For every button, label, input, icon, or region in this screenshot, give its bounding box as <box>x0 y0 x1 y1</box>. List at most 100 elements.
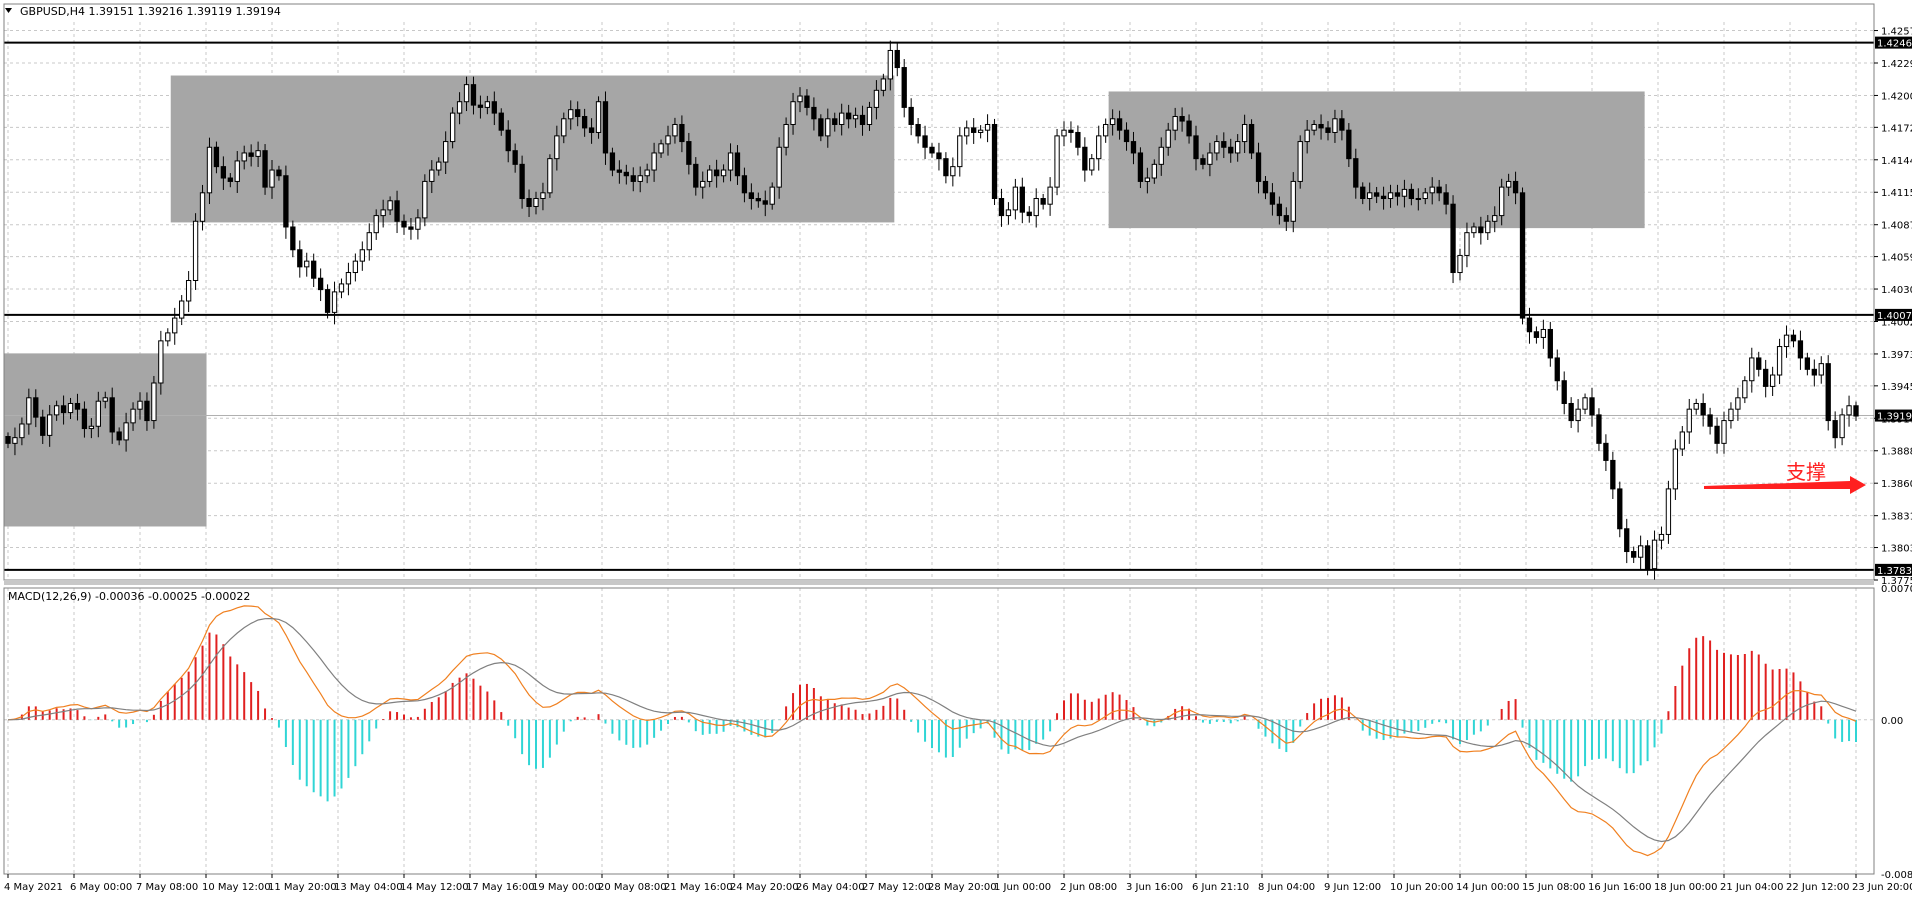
price-tick-label: 1.38600 <box>1881 479 1912 490</box>
time-tick-label: 23 Jun 20:00 <box>1852 882 1912 893</box>
candle-up <box>720 169 727 177</box>
candle-up <box>484 101 491 108</box>
horizontal-levels <box>4 41 1874 571</box>
panel-menu-icon[interactable] <box>5 8 12 13</box>
time-tick-label: 27 May 12:00 <box>862 882 931 893</box>
candle-down <box>755 198 761 202</box>
candle-down <box>734 152 741 177</box>
candle-up <box>1769 374 1776 387</box>
candle-up <box>53 405 60 416</box>
price-tick-label: 1.41725 <box>1881 123 1912 134</box>
price-tag-label: 1.39194 <box>1877 412 1912 423</box>
time-tick-label: 6 Jun 21:10 <box>1192 882 1249 893</box>
candle-up <box>1818 363 1824 376</box>
candle-up <box>95 400 101 427</box>
candle-down <box>832 118 838 125</box>
candle-down <box>1123 129 1130 143</box>
candle-down <box>630 175 636 182</box>
candle-up <box>776 146 782 188</box>
candle-down <box>623 171 629 177</box>
candle-down <box>1346 129 1352 160</box>
candle-down <box>901 67 907 108</box>
candle-down <box>5 436 11 444</box>
candle-up <box>123 422 129 441</box>
candle-up <box>852 114 859 120</box>
candle-down <box>1200 158 1206 165</box>
candle-up <box>67 402 74 414</box>
candle-up <box>373 215 379 234</box>
time-tick-label: 3 Jun 16:00 <box>1126 882 1183 893</box>
candle-up <box>1332 118 1338 133</box>
time-tick-label: 6 May 00:00 <box>70 882 132 893</box>
candle-down <box>1631 551 1637 558</box>
candle-down <box>748 192 755 200</box>
candle-up <box>338 283 345 293</box>
candle-down <box>519 163 525 200</box>
candle-up <box>1457 254 1463 274</box>
candle-down <box>81 408 88 430</box>
candle-up <box>984 123 991 131</box>
candle-up <box>352 260 359 274</box>
price-tick-label: 1.40020 <box>1881 317 1912 328</box>
price-tag-box <box>1875 308 1912 321</box>
candle-down <box>1026 211 1032 217</box>
macd-line <box>7 605 1857 857</box>
candle-up <box>151 382 157 422</box>
candle-down <box>741 175 748 194</box>
candle-up <box>1158 146 1164 165</box>
candle-up <box>102 397 108 402</box>
candle-down <box>1443 192 1449 205</box>
time-tick-label: 18 Jun 00:00 <box>1654 882 1718 893</box>
candle-up <box>1165 129 1171 148</box>
candle-up <box>241 152 247 162</box>
candle-up <box>637 175 643 182</box>
price-tick-label: 1.41155 <box>1881 188 1912 199</box>
candle-down <box>505 129 511 152</box>
candle-up <box>165 332 171 342</box>
candle-down <box>929 146 935 154</box>
candle-down <box>1325 127 1331 133</box>
time-tick-label: 10 Jun 20:00 <box>1390 882 1454 893</box>
candle-down <box>859 114 866 125</box>
candle-up <box>172 317 178 334</box>
candle-down <box>1116 118 1123 131</box>
candle-down <box>227 177 233 182</box>
candle-up <box>1721 420 1727 444</box>
candle-up <box>1429 186 1435 194</box>
candle-down <box>908 106 914 125</box>
price-tick-label: 1.40305 <box>1881 285 1912 296</box>
candle-up <box>1575 408 1581 422</box>
candle-up <box>130 408 136 424</box>
time-tick-label: 13 May 04:00 <box>334 882 403 893</box>
candle-up <box>957 135 963 168</box>
candle-down <box>1255 152 1262 182</box>
candle-up <box>1047 186 1053 205</box>
candle-down <box>1797 340 1804 359</box>
candle-up <box>533 198 539 207</box>
time-tick-label: 1 Jun 00:00 <box>994 882 1051 893</box>
candle-down <box>998 198 1005 217</box>
candle-down <box>1040 198 1046 205</box>
candle-down <box>1228 146 1234 154</box>
candle-down <box>1547 328 1553 359</box>
candle-down <box>922 135 928 148</box>
candle-down <box>616 169 623 173</box>
candle-down <box>575 109 581 118</box>
candle-up <box>1839 414 1845 439</box>
price-tag-label: 1.42469 <box>1877 39 1912 50</box>
candle-up <box>540 192 546 200</box>
candle-up <box>1679 431 1685 450</box>
candle-up <box>234 160 240 182</box>
candle-up <box>1728 408 1734 422</box>
candle-down <box>1380 195 1387 200</box>
time-tick-label: 28 May 20:00 <box>928 882 997 893</box>
candle-up <box>422 180 428 219</box>
candle-down <box>1624 528 1630 553</box>
candle-down <box>74 402 81 410</box>
candle-down <box>401 220 407 228</box>
candle-up <box>1485 220 1491 234</box>
candle-down <box>1221 141 1227 148</box>
price-tag-box <box>1875 36 1912 49</box>
candle-down <box>1554 357 1560 382</box>
